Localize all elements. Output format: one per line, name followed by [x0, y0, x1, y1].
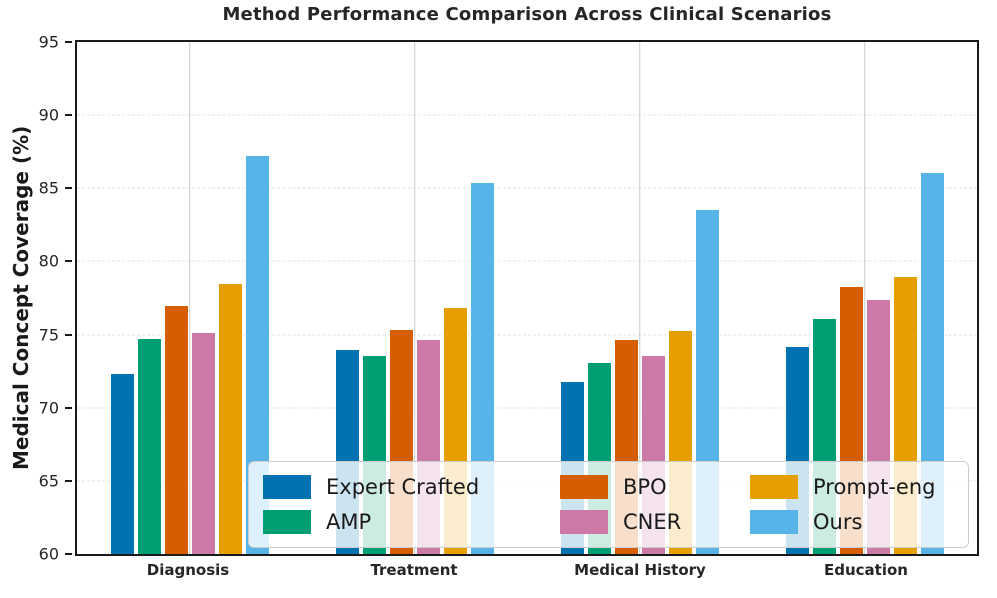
legend-label-amp: AMP	[326, 509, 372, 534]
legend-entry-prompt-eng: Prompt-eng	[750, 475, 964, 500]
y-tick-label-70: 70	[38, 398, 59, 418]
legend-swatch-ours	[750, 509, 798, 534]
bar-group-medical-history	[527, 42, 752, 554]
h-gridline-80	[77, 260, 977, 262]
y-tick-mark-75	[65, 333, 72, 336]
y-tick-mark-95	[65, 41, 72, 43]
h-gridline-85	[77, 187, 977, 189]
y-tick-label-65: 65	[38, 471, 59, 491]
bars-medical-history	[527, 42, 752, 554]
legend-label-prompt-eng: Prompt-eng	[813, 475, 936, 500]
legend-label-expert-crafted: Expert Crafted	[326, 475, 480, 500]
x-tick-label-diagnosis: Diagnosis	[146, 561, 230, 579]
y-tick-mark-70	[65, 406, 72, 409]
v-gridline-treatment	[413, 42, 416, 554]
bar-bpo-diagnosis	[163, 305, 189, 554]
v-gridline-medical-history	[638, 42, 641, 554]
y-tick-mark-80	[65, 260, 72, 263]
legend-entry-ours: Ours	[750, 509, 964, 534]
y-tick-label-80: 80	[38, 251, 59, 271]
plot-area: 60 65 70 75 80 85 90 95 Expert Crafted AMP BPO CNE…	[39, 33, 979, 564]
h-gridline-75	[77, 334, 977, 336]
legend-swatch-amp	[263, 509, 311, 534]
legend-label-bpo: BPO	[623, 475, 667, 500]
legend-swatch-expert-crafted	[263, 475, 311, 500]
y-tick-mark-90	[65, 114, 72, 117]
v-gridline-diagnosis	[188, 42, 191, 554]
x-tick-label-medical-history: Medical History	[574, 561, 706, 579]
legend-entry-expert-crafted: Expert Crafted	[263, 475, 560, 500]
v-gridline-education	[863, 42, 866, 554]
x-tick-label-treatment: Treatment	[370, 561, 458, 579]
legend-swatch-cner	[560, 509, 608, 534]
legend-entry-cner: CNER	[560, 509, 750, 534]
y-tick-label-75: 75	[38, 325, 59, 345]
y-axis-ticks: 60 65 70 75 80 85 90 95	[25, 33, 72, 564]
legend: Expert Crafted AMP BPO CNER Prompt-eng Ours	[248, 461, 969, 548]
y-tick-mark-65	[65, 479, 72, 482]
bar-groups	[77, 42, 977, 554]
y-tick-mark-60	[65, 553, 72, 555]
y-tick-mark-85	[65, 187, 72, 190]
h-gridline-70	[77, 407, 977, 409]
legend-swatch-prompt-eng	[750, 475, 798, 500]
x-axis-tick-labels: Diagnosis Treatment Medical History Educati…	[75, 561, 979, 579]
bar-cner-diagnosis	[190, 331, 216, 554]
y-tick-label-60: 60	[38, 544, 59, 564]
h-gridline-90	[77, 114, 977, 116]
y-tick-label-90: 90	[38, 105, 59, 125]
legend-swatch-bpo	[560, 475, 608, 500]
bar-prompt-eng-diagnosis	[217, 283, 243, 554]
legend-entry-amp: AMP	[263, 509, 560, 534]
bar-expert-crafted-diagnosis	[109, 372, 135, 554]
x-tick-label-education: Education	[824, 561, 908, 579]
legend-label-ours: Ours	[813, 509, 863, 534]
y-tick-label-95: 95	[38, 32, 59, 52]
legend-entry-bpo: BPO	[560, 475, 750, 500]
bar-amp-diagnosis	[136, 337, 162, 554]
y-tick-label-85: 85	[38, 178, 59, 198]
chart-title: Method Performance Comparison Across Cli…	[222, 4, 832, 25]
legend-label-cner: CNER	[623, 509, 682, 534]
